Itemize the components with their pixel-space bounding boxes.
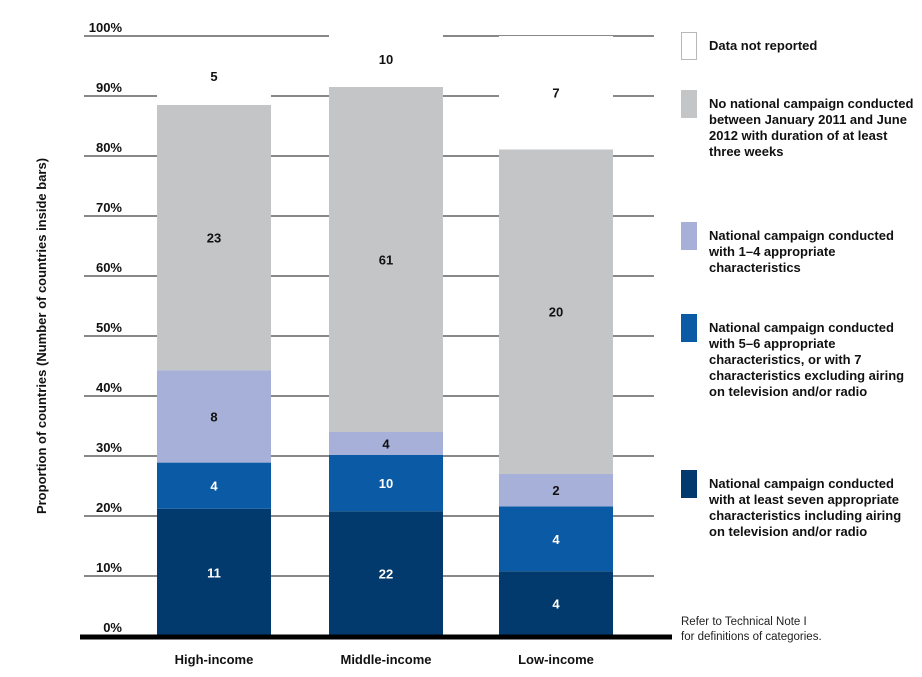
- y-axis-ticks: 0% 10% 20% 30% 40% 50% 60% 70% 80% 90% 100%: [89, 20, 123, 635]
- bar-segment: [157, 370, 271, 463]
- x-category-label: Middle-income: [340, 652, 431, 667]
- bar-value-label: 5: [210, 69, 217, 84]
- bar-segment: [329, 432, 443, 455]
- segment-labels: 11 4 8 23 5 22 10 4 61 10 4 4 2 20 7: [207, 52, 563, 612]
- legend-swatch: [681, 222, 697, 250]
- bar-value-label: 7: [552, 86, 559, 101]
- bar-value-label: 8: [210, 409, 217, 424]
- y-tick-label: 40%: [96, 380, 122, 395]
- legend-item-1-4: National campaign conducted with 1–4 app…: [681, 222, 914, 276]
- legend-label: Data not reported: [709, 38, 818, 53]
- bar-segment: [499, 36, 613, 150]
- y-axis-label: Proportion of countries (Number of count…: [34, 158, 49, 514]
- bar-value-label: 4: [552, 532, 560, 547]
- bars: [157, 30, 613, 636]
- bar-value-label: 61: [379, 253, 393, 268]
- bar-segment: [329, 454, 443, 512]
- legend-label: National campaign conducted with 1–4 app…: [709, 228, 894, 275]
- legend-item-7plus: National campaign conducted with at leas…: [681, 470, 914, 540]
- bar-segment: [499, 149, 613, 474]
- bar-value-label: 23: [207, 231, 221, 246]
- x-category-label: High-income: [175, 652, 254, 667]
- note-line-1: Refer to Technical Note I: [681, 616, 807, 628]
- y-tick-label: 90%: [96, 80, 122, 95]
- y-tick-label: 50%: [96, 320, 122, 335]
- legend-swatch: [681, 314, 697, 342]
- bar-segment: [157, 105, 271, 371]
- bar-segment: [499, 571, 613, 636]
- bar-value-label: 2: [552, 483, 559, 498]
- legend-item-5-6: National campaign conducted with 5–6 app…: [681, 314, 914, 400]
- y-tick-label: 80%: [96, 140, 122, 155]
- legend-item-no-campaign: No national campaign conducted between J…: [681, 90, 914, 160]
- legend-label: No national campaign conducted between J…: [709, 96, 914, 159]
- legend-item-not-reported: Data not reported: [681, 32, 914, 60]
- legend-label: National campaign conducted with at leas…: [709, 476, 902, 539]
- y-tick-label: 60%: [96, 260, 122, 275]
- y-tick-label: 100%: [89, 20, 123, 35]
- legend-label: National campaign conducted with 5–6 app…: [709, 320, 905, 399]
- bar-value-label: 4: [382, 436, 390, 451]
- y-tick-label: 30%: [96, 440, 122, 455]
- bar-segment: [329, 30, 443, 88]
- bar-segment: [329, 511, 443, 636]
- bar-segment: [157, 508, 271, 636]
- bar-value-label: 4: [552, 597, 560, 612]
- y-tick-label: 10%: [96, 560, 122, 575]
- legend-swatch: [681, 470, 697, 498]
- bar-value-label: 10: [379, 476, 393, 491]
- bar-value-label: 4: [210, 479, 218, 494]
- bar-segment: [157, 462, 271, 509]
- bar-value-label: 11: [207, 565, 221, 580]
- y-tick-label: 70%: [96, 200, 122, 215]
- bar-value-label: 10: [379, 52, 393, 67]
- y-tick-label: 0%: [103, 620, 122, 635]
- bar-value-label: 20: [549, 305, 563, 320]
- legend-swatch: [681, 32, 697, 60]
- bar-segment: [499, 474, 613, 507]
- bar-value-label: 22: [379, 567, 393, 582]
- note-line-2: for definitions of categories.: [681, 631, 822, 643]
- y-tick-label: 20%: [96, 500, 122, 515]
- x-category-label: Low-income: [518, 652, 594, 667]
- stacked-bar-chart: 11 4 8 23 5 22 10 4 61 10 4 4 2 20 7 0% 10% 20% 30% 40% 50%…: [34, 20, 672, 667]
- legend-swatch: [681, 90, 697, 118]
- bar-segment: [157, 47, 271, 105]
- bar-segment: [499, 506, 613, 572]
- x-axis-categories: High-income Middle-income Low-income: [175, 652, 594, 667]
- bar-segment: [329, 87, 443, 432]
- technical-note: Refer to Technical Note I for definition…: [681, 615, 921, 645]
